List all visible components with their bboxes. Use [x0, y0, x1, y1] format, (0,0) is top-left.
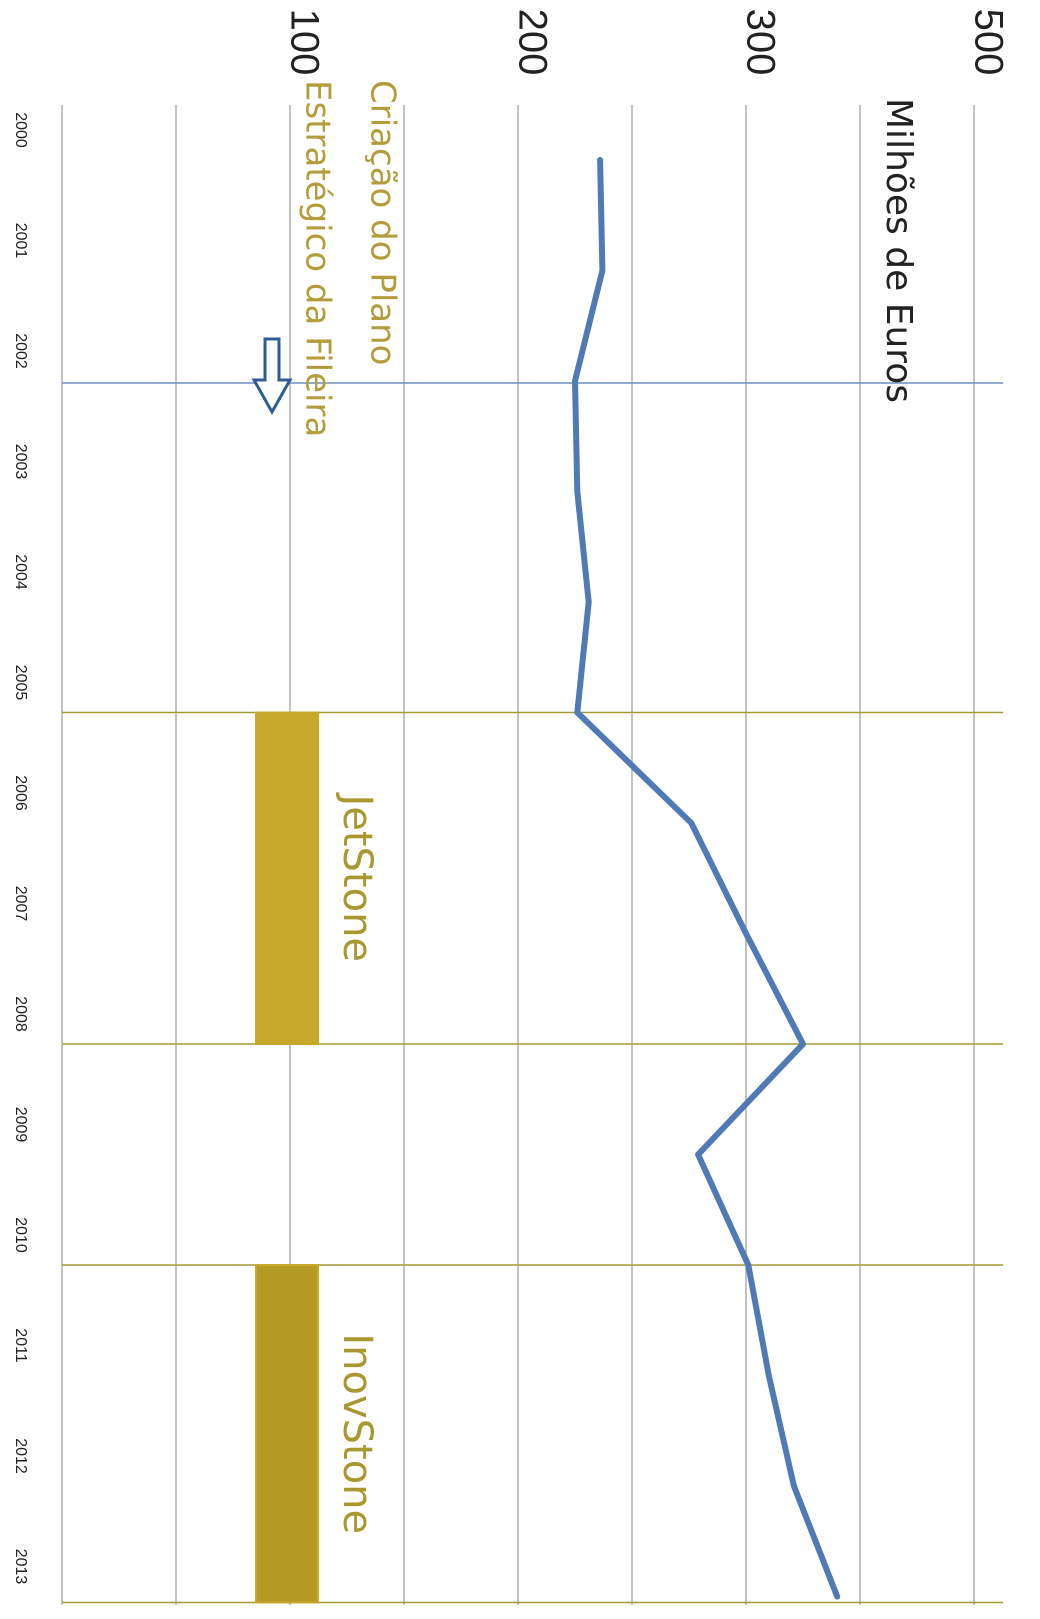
x-tick-label: 2001: [12, 223, 29, 259]
x-tick-label: 2004: [12, 554, 29, 590]
x-tick-label: 2013: [12, 1549, 29, 1585]
data-point: [744, 932, 748, 935]
x-tick-label: 2008: [12, 996, 29, 1032]
program-label: JetStone: [334, 791, 380, 962]
x-tick-label: 2003: [12, 444, 29, 480]
unit-label: Milhões de Euros: [878, 98, 919, 403]
data-point: [575, 711, 579, 714]
data-point: [792, 1484, 796, 1488]
annotation-group: Criação do Plano Estratégico da Fileira: [62, 80, 1003, 437]
program-bar: [255, 711, 319, 1045]
data-point: [801, 1042, 805, 1046]
x-tick-label: 2002: [12, 333, 29, 369]
y-tick-label: 300: [738, 9, 782, 76]
annotation-arrow-icon: [251, 337, 293, 416]
gridlines: [61, 105, 975, 1605]
y-tick-labels: 100 200 300 500: [282, 9, 1010, 76]
x-tick-label: 2012: [12, 1438, 29, 1474]
data-point: [575, 490, 579, 493]
annotation-label-line: Estratégico da Fileira: [298, 80, 338, 437]
x-tick-labels: 2000 2001 2002 2003 2004 2005 2006 2007 2008 2009…: [12, 112, 29, 1584]
data-point: [587, 600, 591, 604]
program-bands: JetStone InovStone: [62, 711, 1003, 1604]
x-tick-label: 2007: [12, 886, 29, 922]
data-point: [689, 821, 693, 825]
y-tick-label: 100: [282, 9, 326, 76]
data-point: [746, 1263, 750, 1267]
x-tick-label: 2011: [12, 1328, 29, 1363]
data-point: [696, 1153, 700, 1156]
x-tick-label: 2000: [12, 112, 29, 148]
data-point: [573, 379, 577, 383]
program-label: InovStone: [334, 1333, 380, 1534]
series-line: [572, 157, 841, 1600]
x-tick-label: 2010: [12, 1217, 29, 1253]
data-point: [835, 1595, 839, 1598]
annotation-label-line: Criação do Plano: [363, 80, 403, 365]
y-tick-label: 200: [510, 9, 554, 76]
data-point: [767, 1374, 771, 1377]
x-tick-label: 2005: [12, 665, 29, 701]
program-bar: [255, 1264, 319, 1604]
x-tick-label: 2009: [12, 1107, 29, 1143]
y-tick-label: 500: [966, 9, 1010, 76]
x-tick-label: 2006: [12, 775, 29, 811]
series-group: [572, 157, 841, 1600]
data-point: [598, 158, 602, 162]
data-point: [600, 269, 604, 272]
